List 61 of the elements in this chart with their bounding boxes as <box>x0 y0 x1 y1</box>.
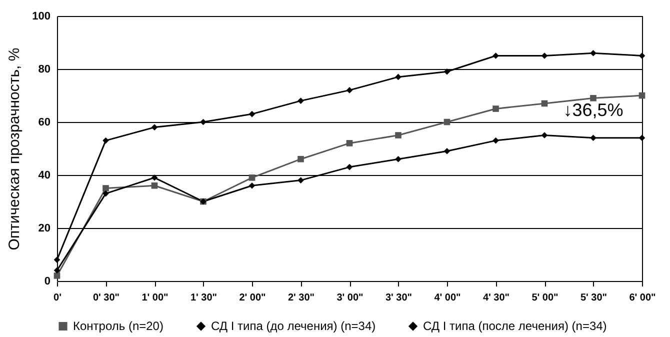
x-tick-label: 0' <box>54 292 62 304</box>
point <box>298 156 304 162</box>
x-tick-label: 2' 30" <box>288 292 315 304</box>
y-tick-label: 60 <box>38 116 50 128</box>
x-tick-label: 4' 30" <box>482 292 510 304</box>
x-tick-label: 6' 00" <box>629 292 656 304</box>
point <box>638 52 646 59</box>
point <box>395 132 402 138</box>
x-tick-label: 1' 30" <box>190 292 218 304</box>
point <box>492 106 499 112</box>
y-tick-label: 0 <box>44 276 50 288</box>
point <box>395 156 402 162</box>
x-tick-label: 5' 00" <box>532 292 559 304</box>
point <box>444 148 450 154</box>
point <box>395 74 402 80</box>
point <box>492 137 499 144</box>
y-tick-label: 80 <box>38 64 50 76</box>
point <box>54 267 60 274</box>
annotation: ↓36,5% <box>563 100 624 120</box>
point <box>541 52 548 59</box>
point <box>151 174 158 181</box>
legend-label: Контроль (n=20) <box>73 319 164 334</box>
point <box>638 92 646 99</box>
point <box>590 134 596 142</box>
x-tick-label: 1' 00" <box>142 292 169 304</box>
point <box>346 87 353 94</box>
x-tick-label: 0' 30" <box>92 292 120 304</box>
legend-label: СД I типа (до лечения) (n=34) <box>211 319 376 334</box>
point <box>248 110 256 118</box>
x-tick-label: 2' 00" <box>239 292 266 304</box>
y-tick-label: 20 <box>38 222 50 234</box>
x-tick-label: 5' 30" <box>580 292 608 304</box>
point <box>102 190 109 197</box>
point <box>151 124 158 130</box>
point <box>638 134 646 142</box>
x-tick-label: 4' 00" <box>434 292 462 304</box>
point <box>541 100 548 107</box>
point <box>151 182 158 189</box>
point <box>248 182 256 189</box>
point <box>298 98 304 104</box>
point <box>102 137 109 144</box>
point <box>298 177 304 184</box>
point <box>102 185 109 192</box>
x-tick-label: 3' 30" <box>385 292 412 304</box>
point <box>346 140 353 146</box>
point <box>346 164 353 170</box>
y-tick-label: 100 <box>32 10 50 22</box>
point <box>200 118 206 126</box>
legend-label: СД I типа (после лечения) (n=34) <box>423 319 607 334</box>
x-tick-label: 3' 00" <box>336 292 364 304</box>
y-axis-title: Оптическая прозрачность, % <box>6 48 24 250</box>
point <box>444 118 450 126</box>
point <box>54 272 60 279</box>
y-tick-label: 40 <box>38 170 50 182</box>
point <box>444 68 450 75</box>
point <box>54 256 60 263</box>
point <box>248 174 256 181</box>
point <box>590 50 596 56</box>
point <box>590 94 596 102</box>
point <box>492 52 499 59</box>
point <box>541 132 548 138</box>
